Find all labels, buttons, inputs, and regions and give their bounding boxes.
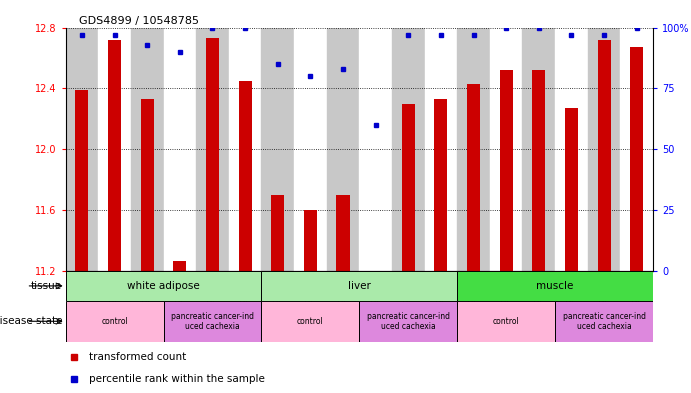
Bar xyxy=(401,104,415,271)
Bar xyxy=(229,28,261,271)
Bar xyxy=(490,28,522,271)
Bar xyxy=(392,28,424,271)
Bar xyxy=(621,28,653,271)
Bar xyxy=(630,47,643,271)
Bar xyxy=(588,28,621,271)
Bar xyxy=(359,28,392,271)
Text: liver: liver xyxy=(348,281,371,291)
Bar xyxy=(457,28,490,271)
Bar xyxy=(66,28,98,271)
Bar xyxy=(98,28,131,271)
Text: disease state: disease state xyxy=(0,316,62,326)
Text: pancreatic cancer-ind
uced cachexia: pancreatic cancer-ind uced cachexia xyxy=(171,312,254,331)
Text: GDS4899 / 10548785: GDS4899 / 10548785 xyxy=(79,16,200,26)
Bar xyxy=(66,301,164,342)
Bar xyxy=(500,70,513,271)
Bar xyxy=(261,301,359,342)
Text: percentile rank within the sample: percentile rank within the sample xyxy=(89,374,265,384)
Text: control: control xyxy=(297,317,324,326)
Bar xyxy=(532,70,545,271)
Bar xyxy=(75,90,88,271)
Bar xyxy=(131,28,164,271)
Text: transformed count: transformed count xyxy=(89,352,187,362)
Bar xyxy=(261,28,294,271)
Bar xyxy=(457,301,555,342)
Bar xyxy=(555,301,653,342)
Text: pancreatic cancer-ind
uced cachexia: pancreatic cancer-ind uced cachexia xyxy=(562,312,645,331)
Text: control: control xyxy=(493,317,520,326)
Bar xyxy=(457,271,653,301)
Bar xyxy=(598,40,611,271)
Bar xyxy=(196,28,229,271)
Bar xyxy=(66,271,261,301)
Text: control: control xyxy=(101,317,128,326)
Bar xyxy=(435,99,447,271)
Bar xyxy=(173,261,187,271)
Bar xyxy=(337,195,350,271)
Text: pancreatic cancer-ind
uced cachexia: pancreatic cancer-ind uced cachexia xyxy=(367,312,450,331)
Bar xyxy=(164,28,196,271)
Bar xyxy=(164,301,261,342)
Bar xyxy=(261,271,457,301)
Bar xyxy=(555,28,588,271)
Bar xyxy=(522,28,555,271)
Bar xyxy=(565,108,578,271)
Bar xyxy=(271,195,284,271)
Bar xyxy=(359,301,457,342)
Bar xyxy=(424,28,457,271)
Bar xyxy=(327,28,359,271)
Bar xyxy=(141,99,153,271)
Text: white adipose: white adipose xyxy=(127,281,200,291)
Bar xyxy=(294,28,327,271)
Bar xyxy=(108,40,121,271)
Bar xyxy=(369,271,382,280)
Text: tissue: tissue xyxy=(31,281,62,291)
Bar xyxy=(206,38,219,271)
Bar xyxy=(304,210,317,271)
Bar xyxy=(238,81,252,271)
Bar xyxy=(467,84,480,271)
Text: muscle: muscle xyxy=(536,281,574,291)
